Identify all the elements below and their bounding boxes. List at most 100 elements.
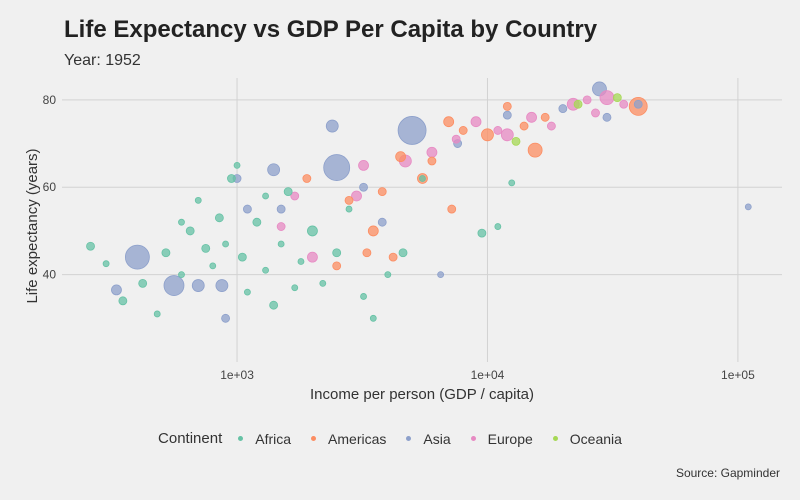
data-point-africa — [178, 271, 185, 279]
data-point-asia — [325, 119, 339, 133]
data-point-asia — [558, 104, 568, 113]
data-point-asia — [267, 163, 281, 177]
data-point-africa — [398, 248, 408, 258]
data-point-africa — [209, 262, 217, 270]
chart-caption: Source: Gapminder — [675, 466, 780, 480]
data-point-asia — [323, 154, 351, 181]
data-point-africa — [185, 226, 195, 236]
data-point-europe — [351, 190, 362, 202]
x-tick-label: 1e+04 — [471, 368, 505, 382]
data-point-americas — [302, 174, 312, 183]
data-point-americas — [527, 142, 543, 158]
data-point-africa — [222, 240, 229, 248]
data-point-americas — [344, 195, 354, 205]
data-point-africa — [194, 196, 202, 204]
data-point-africa — [277, 240, 285, 248]
x-axis-title: Income per person (GDP / capita) — [310, 386, 534, 403]
data-point-africa — [201, 243, 211, 253]
data-point-oceania — [511, 136, 521, 146]
data-point-asia — [602, 112, 612, 122]
data-point-asia — [221, 313, 230, 323]
data-point-africa — [360, 293, 367, 300]
data-point-americas — [443, 116, 455, 128]
data-point-africa — [508, 179, 516, 187]
data-point-asia — [377, 217, 387, 227]
data-point-europe — [358, 159, 369, 171]
data-point-asia — [502, 110, 512, 120]
data-point-africa — [252, 217, 262, 227]
data-point-africa — [262, 192, 269, 200]
y-tick-label: 40 — [43, 268, 57, 282]
data-point-americas — [388, 252, 398, 262]
data-point-oceania — [573, 99, 583, 109]
data-point-africa — [307, 225, 318, 237]
data-point-europe — [493, 126, 503, 135]
data-point-africa — [494, 223, 502, 230]
data-point-asia — [744, 203, 752, 211]
data-point-africa — [138, 278, 148, 288]
data-point-africa — [297, 258, 305, 265]
data-point-europe — [619, 99, 629, 109]
data-point-asia — [215, 279, 229, 292]
data-point-africa — [384, 271, 392, 279]
data-point-africa — [118, 296, 128, 306]
data-point-asia — [243, 204, 252, 214]
legend-dot-icon — [238, 436, 244, 441]
data-point-africa — [269, 300, 279, 310]
legend-item-asia: Asia — [406, 430, 451, 447]
legend: Continent Africa Americas Asia Europe Oceani… — [0, 430, 800, 447]
data-point-europe — [599, 90, 615, 106]
chart-subtitle: Year: 1952 — [64, 52, 141, 69]
data-point-africa — [291, 284, 299, 292]
data-point-americas — [377, 187, 387, 197]
y-tick-label: 60 — [43, 180, 57, 194]
data-point-americas — [362, 248, 372, 258]
legend-dot-icon — [552, 436, 558, 441]
data-point-americas — [447, 204, 457, 214]
data-point-africa — [283, 187, 293, 197]
data-point-africa — [227, 174, 236, 183]
data-point-americas — [332, 261, 342, 271]
legend-label: Oceania — [569, 430, 622, 447]
data-point-asia — [359, 182, 368, 192]
data-point-asia — [163, 275, 185, 296]
data-point-africa — [332, 248, 342, 258]
data-point-europe — [451, 134, 461, 144]
legend-item-europe: Europe — [470, 430, 533, 447]
data-point-asia — [191, 279, 205, 292]
data-point-europe — [526, 111, 537, 123]
data-point-asia — [633, 99, 643, 109]
data-point-europe — [470, 116, 482, 128]
legend-dot-icon — [470, 436, 476, 441]
data-point-africa — [244, 288, 251, 296]
legend-item-americas: Americas — [311, 431, 386, 447]
legend-item-oceania: Oceania — [552, 430, 622, 447]
legend-dot-icon — [406, 436, 412, 441]
legend-label: Asia — [423, 430, 451, 447]
data-point-africa — [419, 175, 426, 182]
points-layer — [86, 81, 752, 323]
data-point-europe — [591, 108, 600, 118]
legend-item-africa: Africa — [238, 431, 291, 447]
tick-labels-layer: 1e+03 1e+04 1e+05 40 60 80 — [43, 93, 755, 382]
data-point-americas — [367, 225, 379, 237]
legend-label: Africa — [255, 430, 292, 447]
x-tick-label: 1e+03 — [220, 368, 254, 382]
data-point-africa — [262, 266, 269, 274]
data-point-africa — [233, 161, 241, 169]
data-point-americas — [395, 151, 407, 163]
legend-dot-icon — [311, 436, 317, 441]
data-point-africa — [161, 248, 171, 258]
data-point-americas — [502, 102, 512, 111]
legend-label: Europe — [487, 430, 533, 447]
data-point-africa — [319, 279, 327, 287]
data-point-europe — [426, 146, 438, 158]
data-point-asia — [276, 204, 286, 214]
data-point-africa — [153, 310, 161, 318]
data-point-africa — [477, 228, 487, 238]
data-point-americas — [481, 128, 494, 142]
data-point-africa — [345, 205, 353, 213]
data-point-europe — [276, 222, 286, 231]
x-tick-label: 1e+05 — [721, 368, 755, 382]
